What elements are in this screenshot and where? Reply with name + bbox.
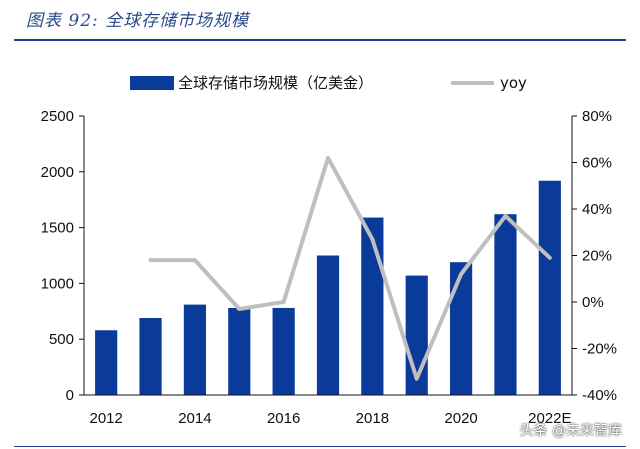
bar-2012	[95, 330, 118, 395]
yoy-series	[148, 155, 552, 381]
legend-label-bar: 全球存储市场规模（亿美金）	[178, 74, 373, 92]
bar-2013	[139, 317, 162, 395]
right-tick-label: 80%	[582, 108, 612, 125]
bar-series	[95, 180, 561, 395]
x-tick-label: 2016	[267, 410, 300, 427]
left-tick-label: 2500	[41, 108, 74, 125]
figure-caption: 图表 92: 全球存储市场规模	[26, 11, 250, 31]
bottom-rule	[14, 446, 626, 447]
x-tick-label: 2018	[356, 410, 389, 427]
bar-2017	[316, 255, 340, 395]
caption-rule	[14, 39, 626, 41]
bar-2016	[272, 307, 295, 395]
right-tick-label: 60%	[582, 155, 612, 172]
x-tick-label: 2014	[178, 410, 211, 427]
legend-label-line: yoy	[500, 74, 527, 92]
x-tick-label: 2012	[89, 410, 122, 427]
right-tick-label: 0%	[582, 294, 604, 311]
watermark: 头条 @未来智库	[519, 423, 622, 439]
legend-swatch-bar	[130, 76, 174, 90]
bar-2021	[494, 214, 517, 395]
x-tick-label: 2022E	[528, 410, 571, 427]
right-tick-label: -20%	[582, 341, 617, 358]
bar-2015	[228, 307, 251, 395]
yoy-line	[148, 155, 552, 381]
left-tick-label: 500	[49, 331, 74, 348]
left-tick-label: 2000	[41, 164, 74, 181]
left-tick-label: 0	[66, 387, 74, 404]
left-tick-label: 1500	[41, 220, 74, 237]
right-tick-label: -40%	[582, 387, 617, 404]
right-tick-label: 40%	[582, 201, 612, 218]
bar-2020	[450, 262, 473, 395]
x-tick-label: 2020	[444, 410, 477, 427]
right-tick-label: 20%	[582, 248, 612, 265]
bar-2022E	[538, 180, 561, 395]
axes: 0 500 1000 1500 2000 2500 -40% -20% 0% 20% 40% 60% 8…	[41, 108, 617, 427]
legend: 全球存储市场规模（亿美金） yoy	[130, 74, 527, 92]
left-tick-label: 1000	[41, 275, 74, 292]
bar-2014	[183, 304, 206, 395]
